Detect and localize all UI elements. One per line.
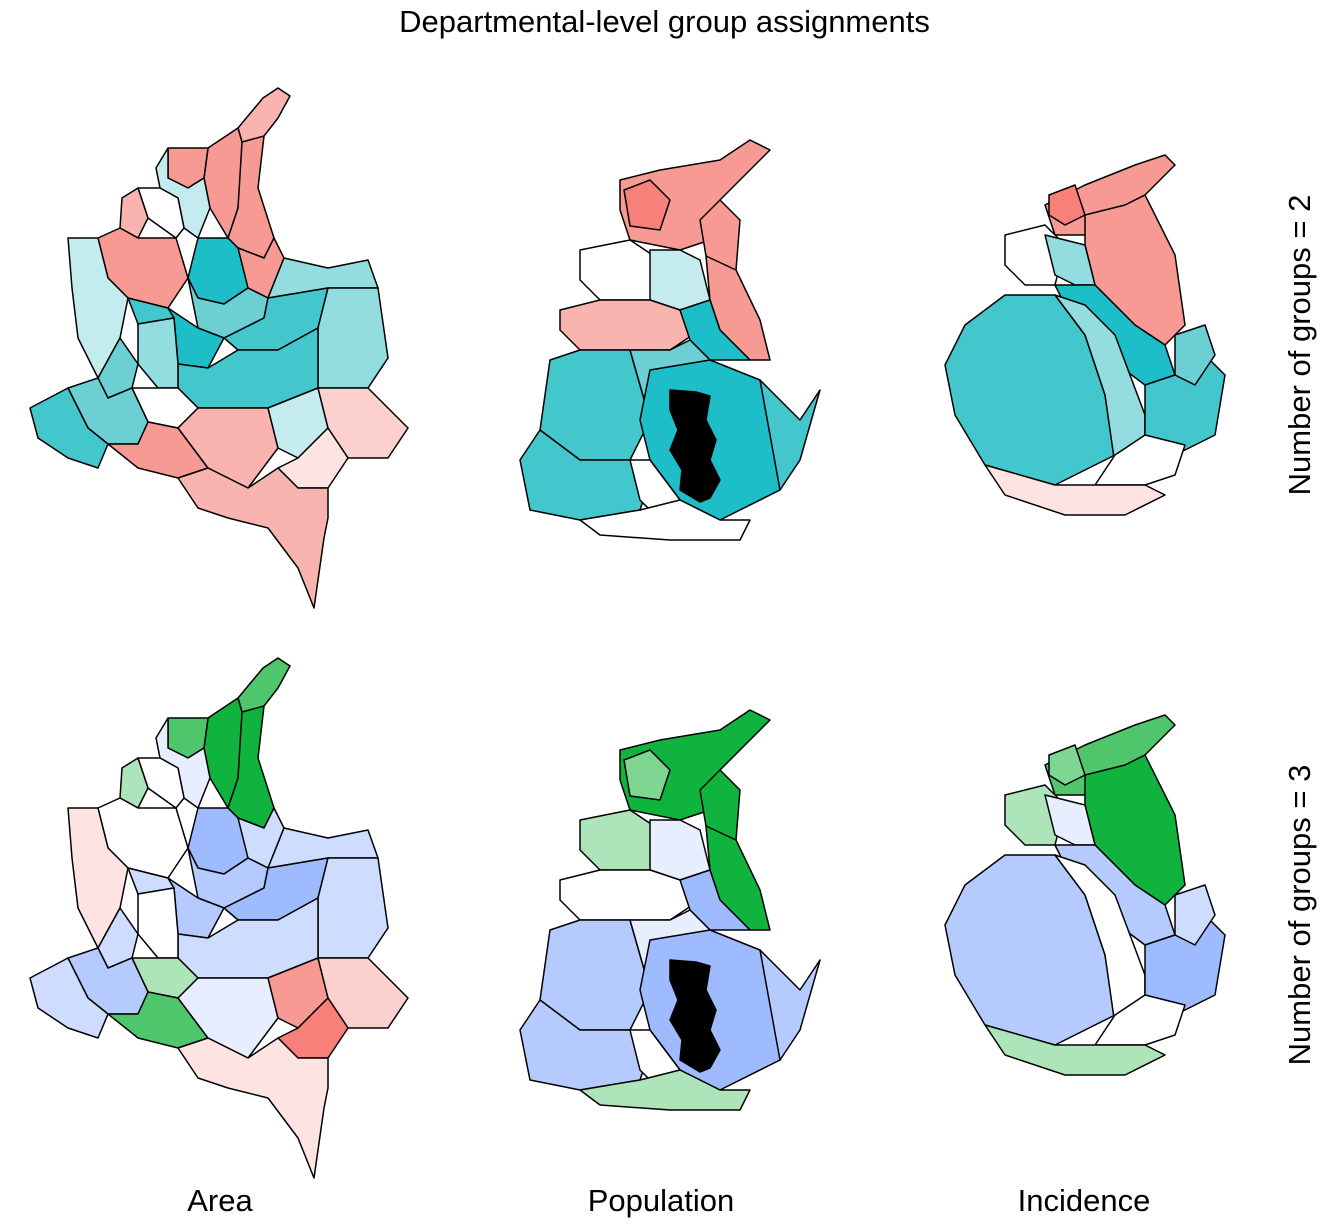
area-map-groups-2 [29, 87, 409, 609]
incidence-map-groups-2-region-2 [1048, 184, 1086, 226]
population-map-groups-2-region-12 [759, 379, 821, 491]
incidence-map-groups-2-region-12 [984, 464, 1166, 516]
area-map-groups-3-region-15 [317, 857, 389, 959]
incidence-map-groups-2-region-10 [1174, 324, 1216, 386]
area-map-groups-2-region-15 [317, 287, 389, 389]
row-label-groups-3: Number of groups = 3 [1282, 764, 1317, 1066]
area-map-groups-3-region-23 [29, 957, 109, 1039]
population-map-groups-3-region-4 [579, 809, 661, 871]
area-map-groups-3-region-29 [177, 1037, 329, 1179]
population-map-groups-3-region-2 [623, 749, 671, 801]
incidence-map-groups-2 [944, 154, 1226, 516]
population-map-groups-2-region-16 [669, 389, 721, 503]
population-map-groups-2-region-2 [623, 179, 671, 231]
area-map-groups-2-region-7 [119, 187, 149, 239]
population-map-groups-3-region-16 [669, 959, 721, 1073]
incidence-map-groups-3-region-2 [1048, 744, 1086, 786]
incidence-map-groups-3-region-12 [984, 1024, 1166, 1076]
population-map-groups-2-region-15 [579, 499, 751, 541]
area-map-groups-3 [29, 657, 409, 1179]
population-map-groups-2 [519, 139, 821, 541]
area-map-groups-3-region-19 [137, 887, 179, 959]
population-map-groups-3-region-15 [579, 1069, 751, 1111]
population-map-groups-3-region-5 [649, 819, 711, 881]
area-map-groups-3-region-7 [119, 757, 149, 809]
column-label-incidence: Incidence [1017, 1183, 1151, 1218]
figure-title: Departmental-level group assignments [399, 4, 930, 39]
area-map-groups-2-region-19 [137, 317, 179, 389]
area-map-groups-2-region-23 [29, 387, 109, 469]
row-label-groups-2: Number of groups = 2 [1282, 194, 1317, 496]
column-label-population: Population [587, 1183, 735, 1218]
population-map-groups-2-region-4 [579, 239, 661, 301]
area-map-groups-2-region-29 [177, 467, 329, 609]
population-map-groups-3 [519, 709, 821, 1111]
population-map-groups-2-region-5 [649, 249, 711, 311]
population-map-groups-3-region-12 [759, 949, 821, 1061]
incidence-map-groups-3-region-10 [1174, 884, 1216, 946]
column-label-area: Area [187, 1183, 253, 1218]
incidence-map-groups-3 [944, 714, 1226, 1076]
